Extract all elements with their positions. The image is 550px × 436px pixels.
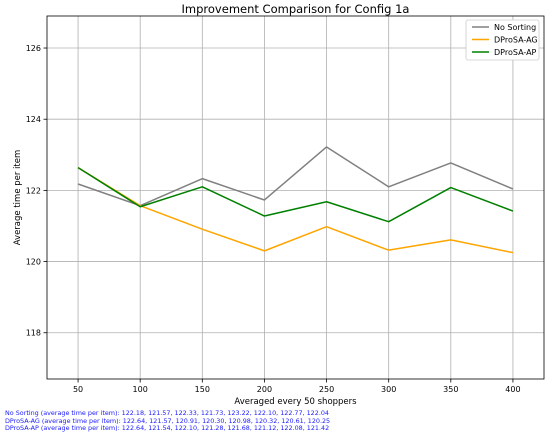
series-line-dprosa-ag — [77, 166, 514, 254]
legend-label-dprosa-ap: DProSA-AP — [494, 48, 537, 57]
legend: No Sorting DProSA-AG DProSA-AP — [465, 19, 540, 61]
grid — [47, 16, 544, 379]
note-no-sorting: No Sorting (average time per item): 122.… — [5, 409, 329, 417]
y-tick-label: 122 — [26, 186, 41, 195]
x-axis-label: Averaged every 50 shoppers — [234, 397, 357, 407]
y-axis-label: Average time per item — [13, 150, 23, 246]
x-tick-label: 200 — [257, 385, 272, 394]
series-value-notes: No Sorting (average time per item): 122.… — [5, 409, 331, 433]
series-line-dprosa-ap — [77, 166, 514, 223]
axis-ticks: 50 100 150 200 250 300 350 400 118 120 122 124 126 — [26, 44, 521, 394]
x-tick-label: 150 — [195, 385, 210, 394]
y-tick-label: 120 — [26, 258, 41, 267]
x-tick-label: 100 — [133, 385, 148, 394]
y-tick-label: 118 — [26, 329, 41, 338]
x-tick-label: 250 — [319, 385, 334, 394]
y-tick-label: 124 — [26, 115, 41, 124]
legend-label-dprosa-ag: DProSA-AG — [494, 36, 538, 45]
x-tick-label: 50 — [73, 385, 83, 394]
legend-label-no-sorting: No Sorting — [494, 23, 536, 32]
x-tick-label: 300 — [381, 385, 396, 394]
series-lines — [77, 146, 514, 254]
chart-title: Improvement Comparison for Config 1a — [182, 2, 410, 16]
note-dprosa-ag: DProSA-AG (average time per item): 122.6… — [5, 416, 331, 425]
legend-box — [465, 19, 540, 61]
y-tick-label: 126 — [26, 44, 41, 53]
note-dprosa-ap: DProSA-AP (average time per item): 122.6… — [5, 424, 330, 433]
x-tick-label: 350 — [443, 385, 458, 394]
plot-area-frame — [46, 15, 545, 380]
series-line-no-sorting — [77, 146, 514, 207]
x-tick-label: 400 — [505, 385, 520, 394]
